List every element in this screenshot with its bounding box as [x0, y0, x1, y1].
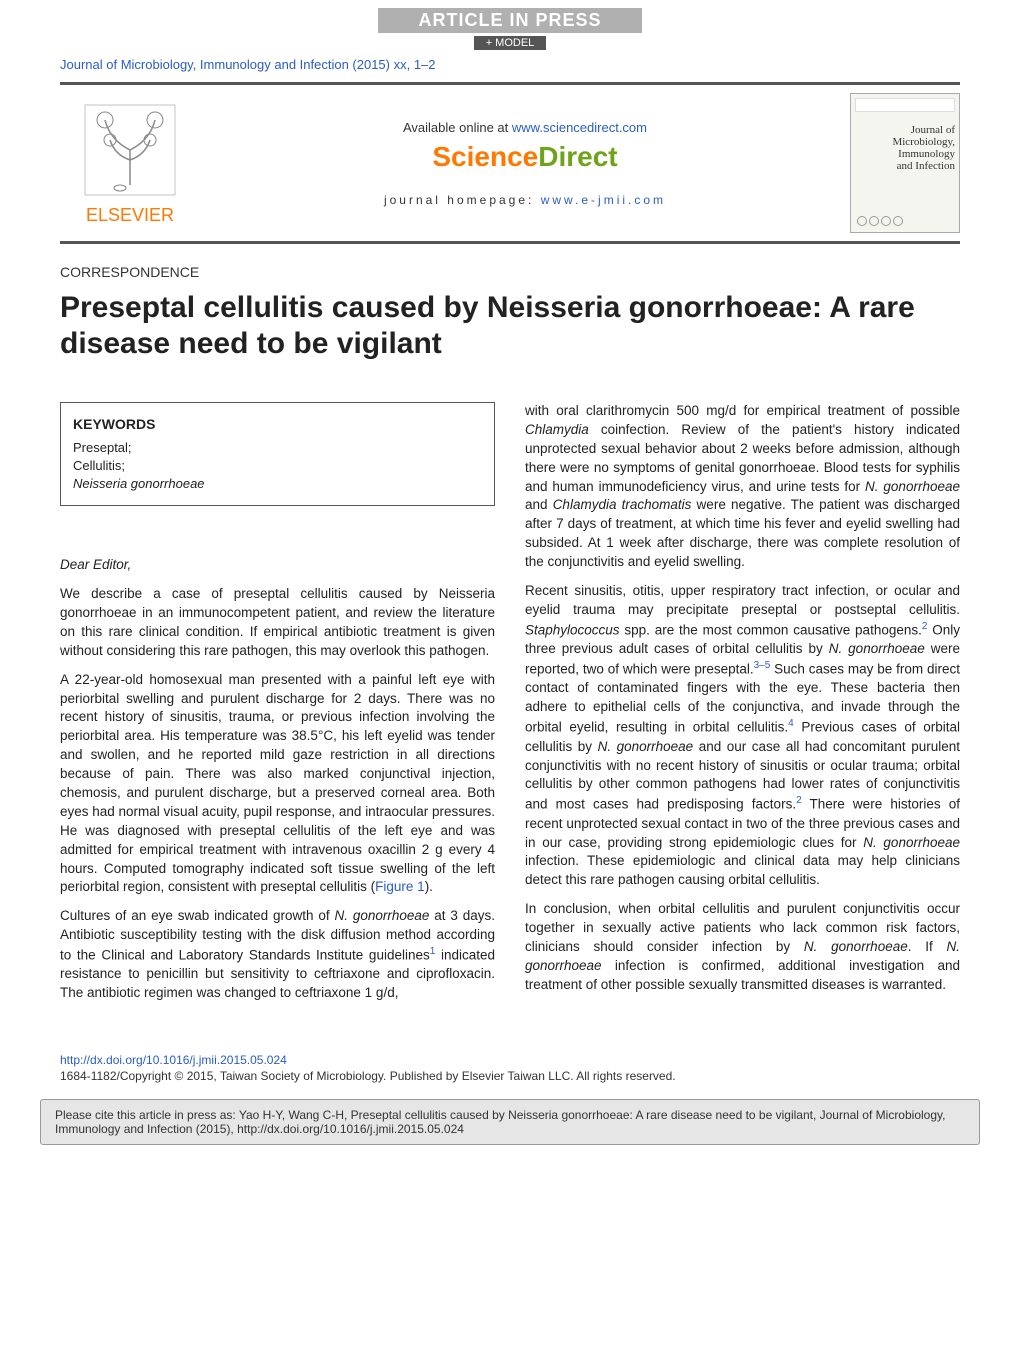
left-paragraph-1: We describe a case of preseptal cellulit… — [60, 585, 495, 661]
status-banner: ARTICLE IN PRESS + MODEL — [0, 0, 1020, 55]
sd-logo-direct: Direct — [538, 141, 617, 172]
keywords-heading: KEYWORDS — [73, 415, 482, 435]
elsevier-brand-text: ELSEVIER — [60, 205, 200, 226]
header-middle: Available online at www.sciencedirect.co… — [200, 120, 850, 207]
elsevier-logo-block: ELSEVIER — [60, 100, 200, 226]
salutation: Dear Editor, — [60, 556, 495, 575]
left-paragraph-3: Cultures of an eye swab indicated growth… — [60, 907, 495, 1003]
r-p1-c: and — [525, 497, 553, 512]
r-p2-ng3: N. gonorrhoeae — [863, 835, 960, 850]
journal-header: ELSEVIER Available online at www.science… — [60, 82, 960, 244]
journal-cover-thumbnail: Journal of Microbiology, Immunology and … — [850, 93, 960, 233]
cover-header-bar — [855, 98, 955, 112]
left-paragraph-2: A 22-year-old homosexual man presented w… — [60, 671, 495, 898]
citation-line: Journal of Microbiology, Immunology and … — [0, 55, 1020, 82]
r-p1-chlamydia: Chlamydia — [525, 422, 589, 437]
right-column: with oral clarithromycin 500 mg/d for em… — [525, 402, 960, 1013]
left-p2-text-a: A 22-year-old homosexual man presented w… — [60, 672, 495, 895]
left-p3-ng: N. gonorrhoeae — [334, 908, 429, 923]
r-p1-ng: N. gonorrhoeae — [865, 479, 960, 494]
r-p2-b: spp. are the most common causative patho… — [620, 622, 922, 637]
keywords-box: KEYWORDS Preseptal; Cellulitis; Neisseri… — [60, 402, 495, 506]
left-p2-text-b: ). — [425, 879, 433, 894]
right-paragraph-3: In conclusion, when orbital cellulitis a… — [525, 900, 960, 994]
right-paragraph-2: Recent sinusitis, otitis, upper respirat… — [525, 582, 960, 890]
r-p2-ng1: N. gonorrhoeae — [829, 641, 925, 656]
article-in-press-label: ARTICLE IN PRESS — [378, 8, 641, 33]
r-p2-ng2: N. gonorrhoeae — [598, 739, 694, 754]
right-paragraph-1: with oral clarithromycin 500 mg/d for em… — [525, 402, 960, 572]
journal-homepage-line: journal homepage: www.e-jmii.com — [200, 193, 850, 207]
doi-link[interactable]: http://dx.doi.org/10.1016/j.jmii.2015.05… — [60, 1053, 960, 1067]
available-online-line: Available online at www.sciencedirect.co… — [200, 120, 850, 135]
keyword-neisseria: Neisseria gonorrhoeae — [73, 475, 482, 493]
copyright-line: 1684-1182/Copyright © 2015, Taiwan Socie… — [60, 1069, 960, 1083]
article-title: Preseptal cellulitis caused by Neisseria… — [60, 290, 960, 362]
cover-badge-icons — [857, 216, 903, 226]
keyword-preseptal: Preseptal; — [73, 439, 482, 457]
ref-3-5[interactable]: 3–5 — [754, 660, 771, 671]
section-label: CORRESPONDENCE — [60, 264, 960, 280]
journal-homepage-url[interactable]: www.e-jmii.com — [541, 193, 666, 207]
citation-box: Please cite this article in press as: Ya… — [40, 1099, 980, 1145]
r-p1-a: with oral clarithromycin 500 mg/d for em… — [525, 403, 960, 418]
sciencedirect-logo: ScienceDirect — [200, 141, 850, 173]
keyword-cellulitis: Cellulitis; — [73, 457, 482, 475]
r-p2-i: infection. These epidemiologic and clini… — [525, 853, 960, 887]
r-p3-ng1: N. gonorrhoeae — [804, 939, 908, 954]
cover-infection: and Infection — [892, 160, 955, 172]
r-p3-b: . If — [908, 939, 947, 954]
cover-journal-title: Journal of Microbiology, Immunology and … — [892, 124, 955, 172]
body-columns: KEYWORDS Preseptal; Cellulitis; Neisseri… — [0, 402, 1020, 1013]
cover-journal-of: Journal of — [892, 124, 955, 136]
sd-logo-science: Science — [432, 141, 538, 172]
figure-1-ref[interactable]: Figure 1 — [375, 879, 425, 894]
left-column: KEYWORDS Preseptal; Cellulitis; Neisseri… — [60, 402, 495, 1013]
left-p1-text: We describe a case of preseptal cellulit… — [60, 586, 495, 658]
r-p1-ct: Chlamydia trachomatis — [553, 497, 692, 512]
available-label: Available online at — [403, 120, 512, 135]
cover-microbiology: Microbiology, — [892, 136, 955, 148]
cover-immunology: Immunology — [892, 148, 955, 160]
r-p2-staph: Staphylococcus — [525, 622, 620, 637]
left-p3-a: Cultures of an eye swab indicated growth… — [60, 908, 334, 923]
sciencedirect-url[interactable]: www.sciencedirect.com — [512, 120, 647, 135]
journal-homepage-label: journal homepage: — [384, 193, 541, 207]
elsevier-tree-icon — [80, 100, 180, 200]
model-label: + MODEL — [474, 36, 547, 50]
r-p2-a: Recent sinusitis, otitis, upper respirat… — [525, 583, 960, 617]
